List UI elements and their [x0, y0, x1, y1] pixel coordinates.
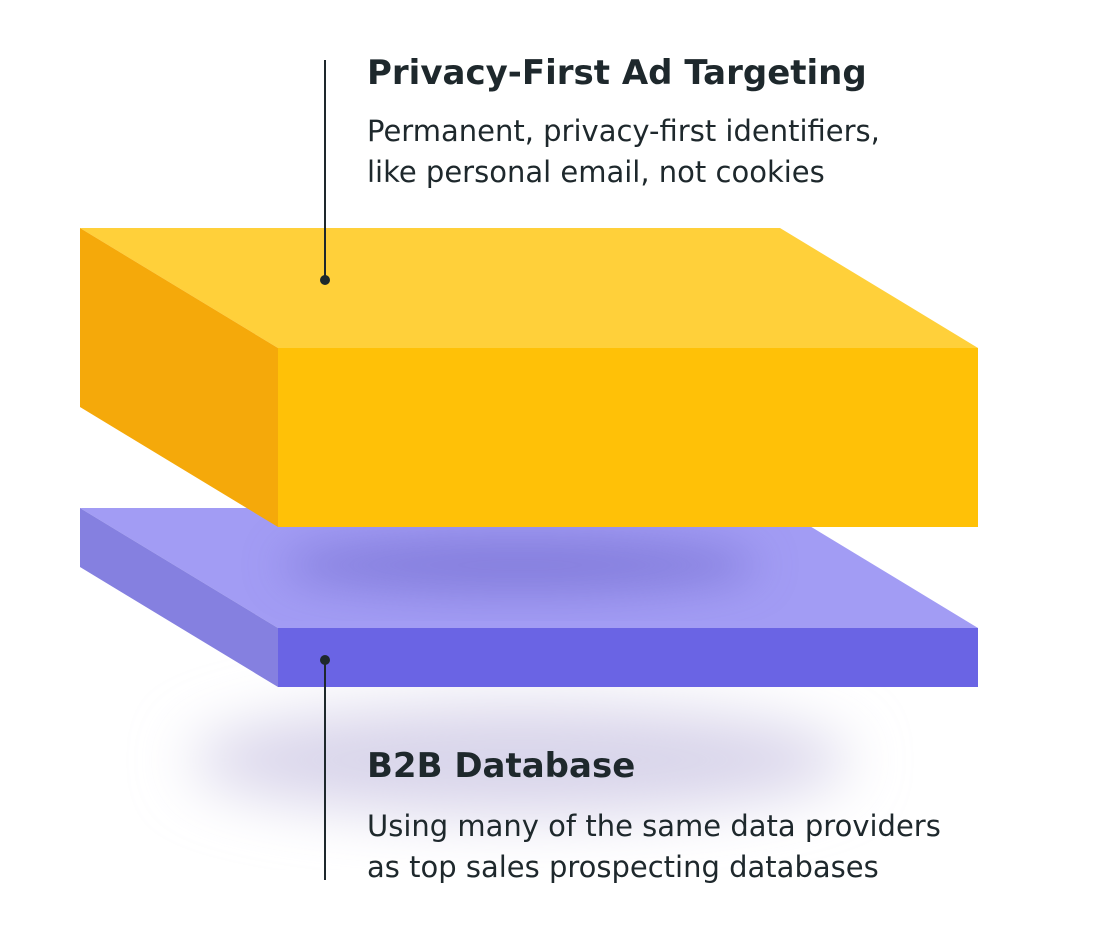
layer-description: Permanent, privacy-first identifiers,: [367, 114, 880, 148]
purple-slab: [80, 508, 978, 687]
layer-title: Privacy-First Ad Targeting: [367, 53, 867, 93]
slab-front: [278, 348, 978, 527]
layer-title: B2B Database: [367, 746, 635, 786]
slab-side: [80, 508, 278, 687]
connector-dot: [320, 655, 330, 665]
layer-description: Using many of the same data providers: [367, 809, 941, 843]
floor-shadow: [190, 705, 850, 815]
slab-side: [80, 228, 278, 527]
connector-dot: [320, 275, 330, 285]
layer-description: as top sales prospecting databases: [367, 850, 879, 884]
slab-top: [80, 228, 978, 348]
slab-shadow: [280, 537, 760, 593]
yellow-slab: [80, 228, 978, 527]
slab-front: [278, 628, 978, 687]
layer-description: like personal email, not cookies: [367, 155, 825, 189]
